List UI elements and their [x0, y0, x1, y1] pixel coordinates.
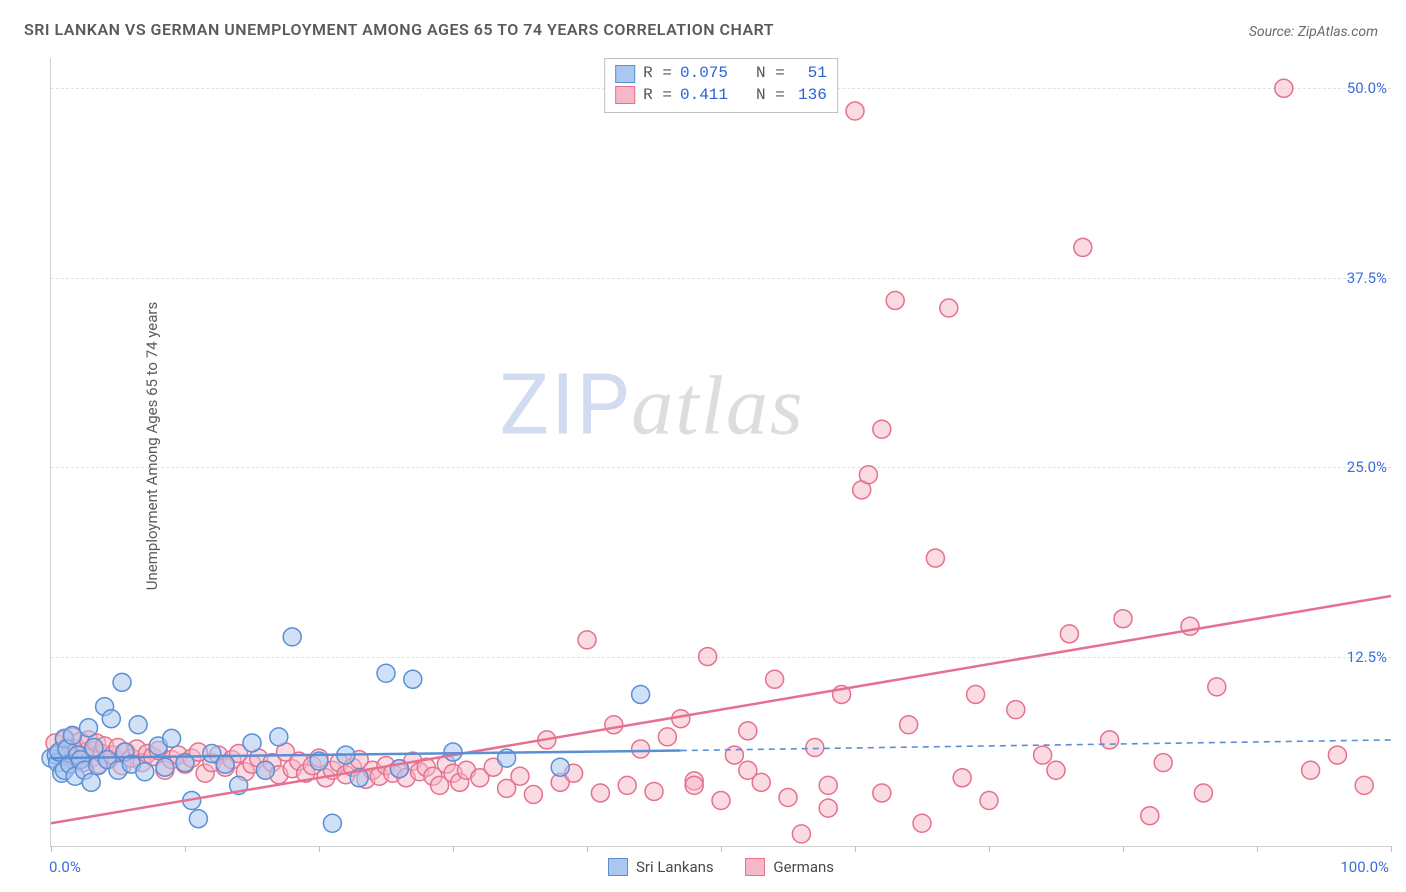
swatch-icon [615, 86, 635, 104]
data-point [404, 670, 422, 688]
data-point [685, 776, 703, 794]
swatch-icon [608, 858, 628, 876]
data-point [645, 782, 663, 800]
data-point [980, 792, 998, 810]
data-point [886, 291, 904, 309]
scatter-plot [51, 58, 1391, 846]
data-point [819, 776, 837, 794]
legend-item-0: Sri Lankans [608, 858, 714, 876]
data-point [1141, 807, 1159, 825]
legend-label-1: Germans [773, 858, 834, 876]
data-point [940, 299, 958, 317]
data-point [591, 784, 609, 802]
swatch-icon [745, 858, 765, 876]
data-point [1114, 610, 1132, 628]
data-point [967, 685, 985, 703]
data-point [632, 685, 650, 703]
correlation-stats-box: R = 0.075 N = 51 R = 0.411 N = 136 [604, 58, 838, 113]
data-point [256, 761, 274, 779]
data-point [873, 784, 891, 802]
data-point [63, 726, 81, 744]
data-point [80, 719, 98, 737]
data-point [859, 466, 877, 484]
chart-title: SRI LANKAN VS GERMAN UNEMPLOYMENT AMONG … [24, 20, 774, 39]
stats-row-series-1: R = 0.411 N = 136 [615, 85, 827, 107]
legend-label-0: Sri Lankans [636, 858, 714, 876]
data-point [725, 746, 743, 764]
data-point [243, 734, 261, 752]
legend: Sri Lankans Germans [51, 858, 1391, 880]
data-point [699, 648, 717, 666]
data-point [1007, 701, 1025, 719]
n-label: N = [756, 85, 785, 107]
r-label: R = [643, 85, 672, 107]
data-point [1302, 761, 1320, 779]
data-point [216, 755, 234, 773]
data-point [1101, 731, 1119, 749]
data-point [900, 716, 918, 734]
data-point [270, 728, 288, 746]
data-point [524, 785, 542, 803]
data-point [1060, 625, 1078, 643]
n-value-1: 136 [793, 85, 827, 107]
data-point [766, 670, 784, 688]
x-min-label: 0.0% [49, 858, 81, 876]
data-point [113, 673, 131, 691]
stats-row-series-0: R = 0.075 N = 51 [615, 63, 827, 85]
n-label: N = [756, 63, 785, 85]
data-point [1208, 678, 1226, 696]
data-point [1074, 238, 1092, 256]
legend-item-1: Germans [745, 858, 834, 876]
data-point [283, 628, 301, 646]
data-point [189, 810, 207, 828]
data-point [792, 825, 810, 843]
data-point [323, 814, 341, 832]
data-point [806, 739, 824, 757]
data-point [712, 792, 730, 810]
data-point [913, 814, 931, 832]
data-point [163, 729, 181, 747]
data-point [1275, 79, 1293, 97]
data-point [618, 776, 636, 794]
swatch-icon [615, 65, 635, 83]
data-point [377, 664, 395, 682]
r-value-0: 0.075 [680, 63, 728, 85]
data-point [846, 102, 864, 120]
data-point [1154, 754, 1172, 772]
data-point [1034, 746, 1052, 764]
data-point [739, 761, 757, 779]
data-point [102, 710, 120, 728]
data-point [1194, 784, 1212, 802]
data-point [632, 740, 650, 758]
r-value-1: 0.411 [680, 85, 728, 107]
data-point [605, 716, 623, 734]
data-point [578, 631, 596, 649]
data-point [873, 420, 891, 438]
data-point [136, 763, 154, 781]
data-point [82, 773, 100, 791]
r-label: R = [643, 63, 672, 85]
n-value-0: 51 [793, 63, 827, 85]
data-point [1355, 776, 1373, 794]
data-point [129, 716, 147, 734]
data-point [658, 728, 676, 746]
source-attribution: Source: ZipAtlas.com [1249, 24, 1378, 40]
data-point [779, 789, 797, 807]
chart-area: 12.5%25.0%37.5%50.0% ZIPatlas R = 0.075 … [50, 58, 1391, 847]
data-point [1047, 761, 1065, 779]
x-max-label: 100.0% [1340, 858, 1389, 876]
data-point [953, 769, 971, 787]
data-point [739, 722, 757, 740]
data-point [1181, 617, 1199, 635]
data-point [551, 758, 569, 776]
data-point [156, 758, 174, 776]
data-point [1328, 746, 1346, 764]
data-point [819, 799, 837, 817]
data-point [511, 767, 529, 785]
data-point [926, 549, 944, 567]
